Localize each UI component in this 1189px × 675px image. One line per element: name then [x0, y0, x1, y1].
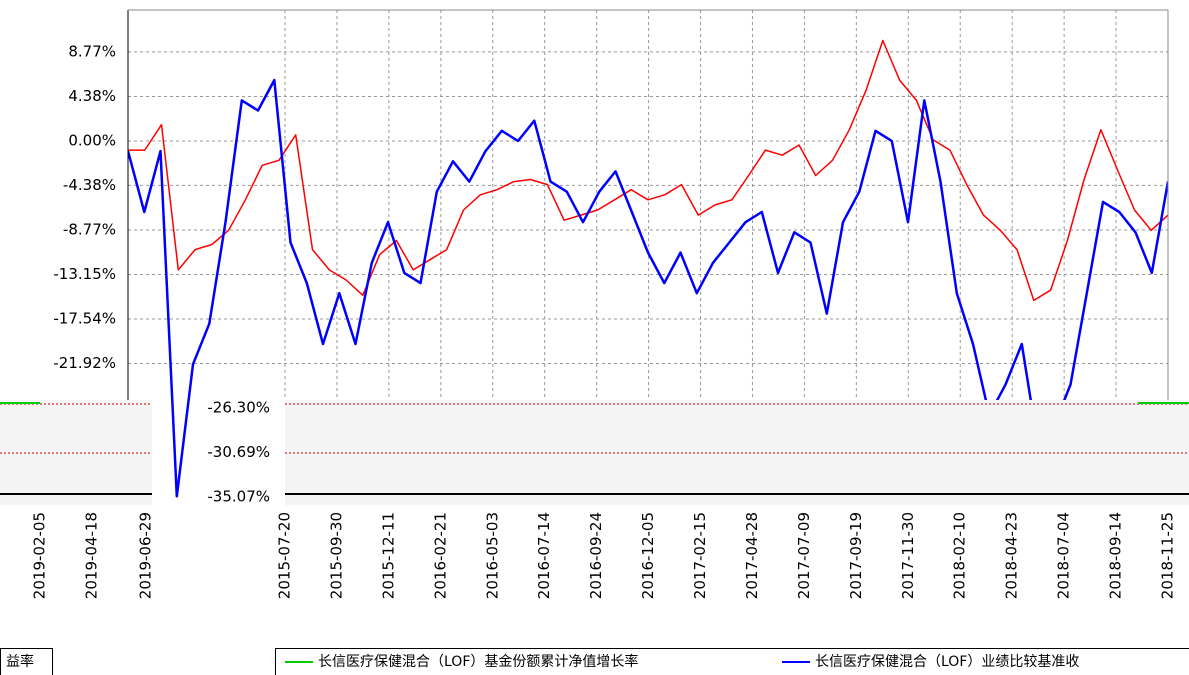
x-tick-label: 2018-02-10 [951, 512, 969, 599]
x-tick-label: 2016-12-05 [639, 512, 657, 599]
x-tick-label: 2016-09-24 [587, 512, 605, 599]
legend-box [0, 648, 53, 675]
y-tick-label: -35.07% [207, 488, 270, 506]
series-line [128, 39, 1168, 302]
x-tick-label: 2019-06-29 [137, 512, 155, 599]
x-tick-label: 2016-07-14 [535, 512, 553, 599]
y-tick-label: -26.30% [207, 398, 270, 416]
y-tick-label: -21.92% [53, 354, 116, 372]
x-tick-label: 2019-02-05 [31, 512, 49, 599]
legend-label: 长信医疗保健混合（LOF）基金份额累计净值增长率 [318, 653, 638, 670]
x-tick-label: 2017-02-15 [691, 512, 709, 599]
y-tick-label: 0.00% [68, 131, 116, 149]
x-tick-label: 2016-02-21 [431, 512, 449, 599]
x-tick-label: 2015-12-11 [379, 512, 397, 599]
y-tick-label: -4.38% [63, 176, 116, 194]
x-tick-label: 2017-11-30 [899, 512, 917, 599]
x-tick-label: 2015-09-30 [327, 512, 345, 599]
x-tick-label: 2018-07-04 [1055, 512, 1073, 599]
legend-box [275, 648, 1189, 675]
x-tick-label: 2017-04-28 [743, 512, 761, 599]
x-tick-label: 2018-09-14 [1107, 512, 1125, 599]
x-tick-label: 2015-07-20 [276, 512, 294, 599]
ticks: 8.77% 4.38% 0.00% -4.38% -8.77% -13.15% -17.54… [31, 42, 1177, 599]
y-tick-label: -8.77% [63, 220, 116, 238]
x-tick-label: 2016-05-03 [483, 512, 501, 599]
x-tick-label: 2018-04-23 [1003, 512, 1021, 599]
legend-fragment: 益率 [6, 653, 34, 670]
x-tick-label: 2017-07-09 [795, 512, 813, 599]
legend: 益率 长信医疗保健混合（LOF）基金份额累计净值增长率 长信医疗保健混合（LOF… [0, 648, 1189, 675]
y-tick-label: -17.54% [53, 310, 116, 328]
legend-label: 长信医疗保健混合（LOF）业绩比较基准收 [815, 653, 1079, 670]
x-tick-label: 2017-09-19 [847, 512, 865, 599]
y-tick-label: -13.15% [53, 265, 116, 283]
y-tick-label: 8.77% [68, 42, 116, 60]
overlay-strip [0, 400, 1189, 505]
x-tick-label: 2018-11-25 [1159, 512, 1177, 599]
y-tick-label: 4.38% [68, 87, 116, 105]
y-tick-label: -30.69% [207, 443, 270, 461]
x-tick-label: 2019-04-18 [83, 512, 101, 599]
